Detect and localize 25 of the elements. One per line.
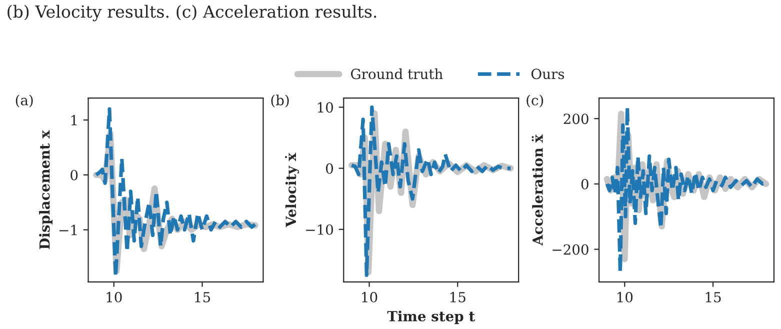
y-tick-label: −1 [60,224,77,236]
x-tick-label: 10 [362,292,378,302]
x-tick-label: 15 [450,292,466,302]
y-tick-label: 200 [564,114,588,124]
x-tick-label: 15 [195,292,210,302]
chart-title: (b) [271,94,289,108]
chart-title: (c) [526,94,544,108]
y-axis-title: Displacement x [39,130,52,250]
y-tick-label: 10 [318,102,333,113]
x-tick-label: 10 [618,292,633,302]
x-tick-label: 10 [106,292,122,302]
y-tick-label: 0 [326,163,333,174]
chart-title: (a) [16,94,33,108]
legend-label: Ours [531,68,564,80]
text: (b) Velocity results. (c) Acceleration results. [8,4,376,22]
legend-label: Ground truth [350,68,443,80]
y-axis-title: Acceleration ẍ [532,134,543,246]
y-tick-label: 1 [71,114,77,126]
x-axis-title: Time step t [387,310,476,324]
y-tick-label: 0 [70,170,78,180]
y-tick-label: −200 [552,244,588,255]
x-tick-label: 15 [706,292,721,302]
y-tick-label: 0 [581,178,588,190]
y-axis-title: Velocity ẋ [285,152,300,228]
y-tick-label: −10 [306,224,333,235]
